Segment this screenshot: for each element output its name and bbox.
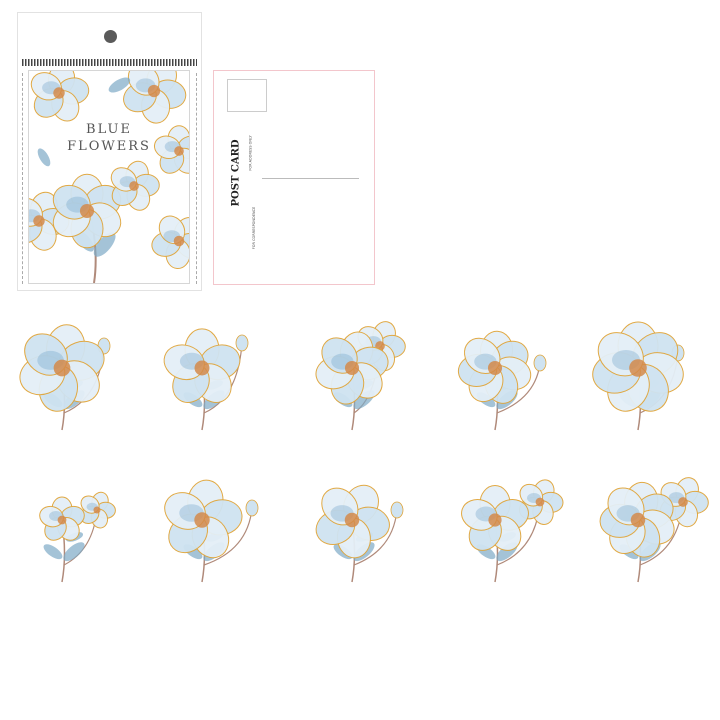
flower-sticker	[315, 484, 404, 583]
sticker-package: BLUE FLOWERS	[17, 12, 202, 291]
flower-bloom	[19, 324, 105, 412]
flower-sticker	[163, 328, 249, 431]
tear-line	[196, 73, 197, 284]
title-line: FLOWERS	[67, 139, 151, 154]
flower-bloom	[164, 479, 243, 559]
flower-sticker	[592, 321, 685, 431]
flower-bloom	[39, 496, 85, 541]
flower-bloom	[315, 484, 390, 559]
package-illustration	[29, 71, 189, 283]
hang-hole	[104, 30, 117, 43]
flower-center	[173, 235, 185, 247]
flower-center	[147, 84, 161, 98]
flower-center	[33, 215, 45, 227]
flower-center	[344, 360, 360, 376]
flower-sticker	[599, 477, 709, 583]
seal-stripe	[22, 59, 197, 66]
flower-sticker	[315, 321, 406, 431]
flower-bloom	[29, 191, 70, 251]
stamp-box	[227, 79, 267, 112]
flower-bud	[235, 334, 249, 352]
flower-center	[93, 506, 101, 514]
flower-center	[194, 360, 210, 376]
flower-bloom	[457, 330, 532, 404]
leaf	[108, 77, 131, 93]
flower-bloom	[52, 173, 122, 249]
postcard: POST CARD FOR ADDRESS ONLY FOR CORRESPON…	[213, 70, 375, 285]
flower-center	[53, 359, 71, 377]
flower-bloom	[599, 481, 675, 558]
leaf	[93, 232, 116, 257]
flower-bloom	[30, 71, 90, 122]
package-title: BLUE FLOWERS	[29, 121, 189, 155]
flower-bloom	[153, 125, 189, 174]
flower-center	[194, 512, 210, 528]
package-artwork: BLUE FLOWERS	[28, 70, 190, 284]
flower-bloom	[151, 215, 189, 270]
flower-center	[53, 87, 65, 99]
address-line	[262, 178, 359, 179]
flower-bud	[533, 354, 547, 372]
flower-bloom	[80, 491, 116, 529]
flower-bud	[390, 501, 404, 519]
flower-bloom	[110, 160, 160, 211]
flower-bloom	[163, 328, 241, 403]
flower-sticker	[39, 491, 116, 583]
flower-bud	[245, 499, 259, 517]
flower-center	[129, 181, 139, 191]
flower-sticker	[461, 479, 564, 583]
flower-center	[57, 515, 67, 525]
flower-sticker	[19, 324, 111, 431]
flower-bloom	[315, 331, 389, 405]
flower-bloom	[592, 321, 684, 412]
flower-sticker	[164, 479, 259, 583]
flower-center	[678, 497, 688, 507]
tear-line	[22, 73, 23, 284]
flower-bloom	[123, 71, 187, 124]
flower-center	[630, 512, 646, 528]
flower-sticker	[457, 330, 547, 431]
title-line: BLUE	[86, 122, 132, 137]
flower-center	[629, 359, 647, 377]
flower-center	[174, 146, 184, 156]
flower-center	[535, 497, 545, 507]
flower-bloom	[461, 485, 529, 551]
leaf	[43, 544, 63, 560]
flower-center	[488, 513, 502, 527]
flower-center	[344, 512, 360, 528]
leaf	[63, 542, 85, 562]
leaf	[37, 148, 51, 167]
flower-center	[79, 203, 95, 219]
flower-center	[487, 360, 503, 376]
package-flowers	[29, 71, 189, 283]
